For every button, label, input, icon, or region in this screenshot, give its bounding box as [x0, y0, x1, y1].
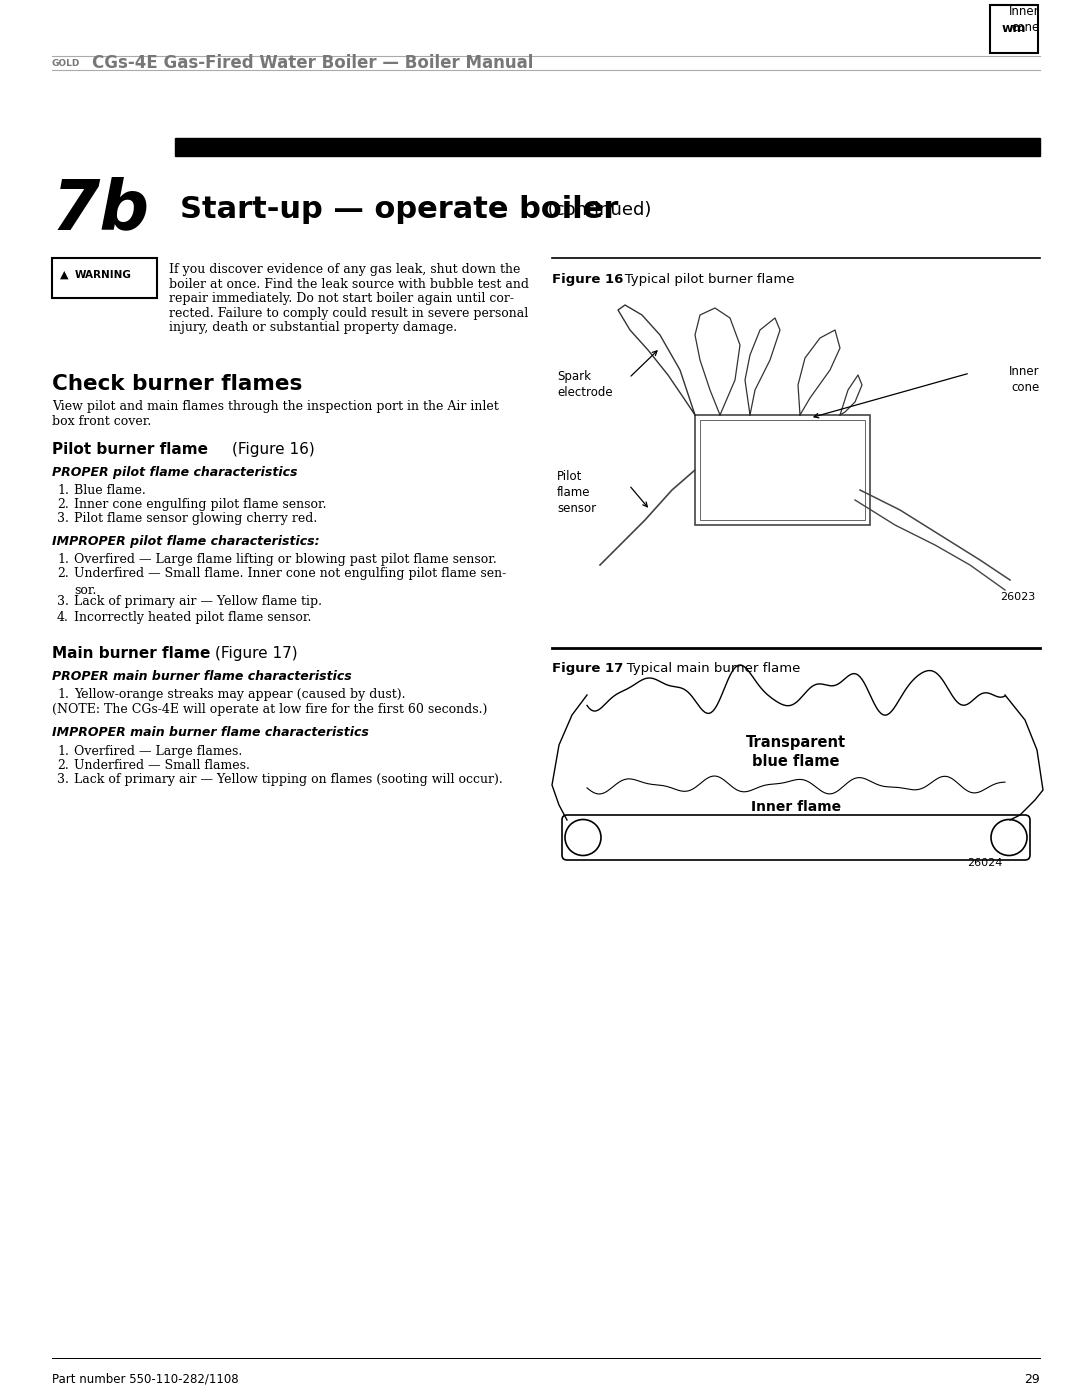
Text: PROPER main burner flame characteristics: PROPER main burner flame characteristics [52, 671, 352, 683]
Text: Underfired — Small flames.: Underfired — Small flames. [75, 759, 249, 773]
Text: Pilot flame sensor glowing cherry red.: Pilot flame sensor glowing cherry red. [75, 511, 318, 525]
Text: Figure 16: Figure 16 [552, 272, 623, 286]
Text: PROPER pilot flame characteristics: PROPER pilot flame characteristics [52, 467, 297, 479]
Circle shape [991, 820, 1027, 855]
Text: injury, death or substantial property damage.: injury, death or substantial property da… [168, 321, 457, 334]
Text: repair immediately. Do not start boiler again until cor-: repair immediately. Do not start boiler … [168, 292, 514, 305]
Text: If you discover evidence of any gas leak, shut down the: If you discover evidence of any gas leak… [168, 263, 521, 277]
Text: 1.: 1. [57, 745, 69, 759]
Text: boiler at once. Find the leak source with bubble test and: boiler at once. Find the leak source wit… [168, 278, 529, 291]
Text: Figure 17: Figure 17 [552, 662, 623, 675]
Text: ▲: ▲ [60, 270, 68, 279]
Text: Inner flame: Inner flame [751, 800, 841, 814]
Text: Main burner flame: Main burner flame [52, 645, 211, 661]
Text: Pilot
flame
sensor: Pilot flame sensor [557, 469, 596, 515]
Text: WARNING: WARNING [75, 270, 132, 279]
Text: (continued): (continued) [542, 201, 651, 219]
Text: Part number 550-110-282/1108: Part number 550-110-282/1108 [52, 1373, 239, 1386]
Circle shape [565, 820, 600, 855]
Text: Overfired — Large flames.: Overfired — Large flames. [75, 745, 242, 759]
Text: box front cover.: box front cover. [52, 415, 151, 427]
Text: 2.: 2. [57, 567, 69, 580]
Bar [175, 138, 1040, 156]
Text: 4.: 4. [57, 610, 69, 624]
Text: Check burner flames: Check burner flames [52, 374, 302, 394]
Text: 2.: 2. [57, 759, 69, 773]
Text: Underfired — Small flame. Inner cone not engulfing pilot flame sen-
sor.: Underfired — Small flame. Inner cone not… [75, 567, 507, 597]
Text: 1.: 1. [57, 483, 69, 497]
Text: 29: 29 [1024, 1373, 1040, 1386]
Text: Lack of primary air — Yellow tipping on flames (sooting will occur).: Lack of primary air — Yellow tipping on … [75, 773, 503, 787]
Text: 1.: 1. [57, 687, 69, 701]
Text: wm: wm [1002, 22, 1026, 35]
Text: (Figure 16): (Figure 16) [232, 441, 314, 457]
Text: Blue flame.: Blue flame. [75, 483, 146, 497]
Text: Inner
cone: Inner cone [1010, 6, 1040, 34]
Text: CGs-4E Gas-Fired Water Boiler — Boiler Manual: CGs-4E Gas-Fired Water Boiler — Boiler M… [92, 54, 534, 73]
Text: Inner
cone: Inner cone [1010, 365, 1040, 394]
Text: Lack of primary air — Yellow flame tip.: Lack of primary air — Yellow flame tip. [75, 595, 322, 608]
Bar [700, 420, 865, 520]
Bar [990, 6, 1038, 53]
Text: 26024: 26024 [967, 858, 1002, 868]
Text: Inner cone engulfing pilot flame sensor.: Inner cone engulfing pilot flame sensor. [75, 497, 326, 511]
Text: IMPROPER pilot flame characteristics:: IMPROPER pilot flame characteristics: [52, 535, 320, 548]
Text: (Figure 17): (Figure 17) [215, 645, 298, 661]
Text: 3.: 3. [57, 773, 69, 787]
Text: Transparent
blue flame: Transparent blue flame [746, 735, 846, 768]
Text: rected. Failure to comply could result in severe personal: rected. Failure to comply could result i… [168, 306, 528, 320]
Text: 2.: 2. [57, 497, 69, 511]
FancyBboxPatch shape [562, 814, 1030, 861]
Text: 1.: 1. [57, 553, 69, 566]
Text: GOLD: GOLD [52, 59, 80, 67]
Bar [696, 415, 870, 525]
Text: Incorrectly heated pilot flame sensor.: Incorrectly heated pilot flame sensor. [75, 610, 311, 624]
Text: Spark
electrode: Spark electrode [557, 370, 612, 400]
Text: 7b: 7b [52, 176, 150, 243]
Text: 3.: 3. [57, 511, 69, 525]
Text: 26023: 26023 [1000, 592, 1035, 602]
Text: Start-up — operate boiler: Start-up — operate boiler [180, 196, 619, 225]
Text: Pilot burner flame: Pilot burner flame [52, 441, 208, 457]
Text: Yellow-orange streaks may appear (caused by dust).: Yellow-orange streaks may appear (caused… [75, 687, 405, 701]
Text: View pilot and main flames through the inspection port in the Air inlet: View pilot and main flames through the i… [52, 400, 499, 414]
Text: Typical main burner flame: Typical main burner flame [615, 662, 800, 675]
Bar [52, 258, 157, 298]
Text: Typical pilot burner flame: Typical pilot burner flame [612, 272, 795, 286]
Text: (NOTE: The CGs-4E will operate at low fire for the first 60 seconds.): (NOTE: The CGs-4E will operate at low fi… [52, 703, 487, 717]
Text: Overfired — Large flame lifting or blowing past pilot flame sensor.: Overfired — Large flame lifting or blowi… [75, 553, 497, 566]
Text: 3.: 3. [57, 595, 69, 608]
Text: IMPROPER main burner flame characteristics: IMPROPER main burner flame characteristi… [52, 726, 369, 739]
